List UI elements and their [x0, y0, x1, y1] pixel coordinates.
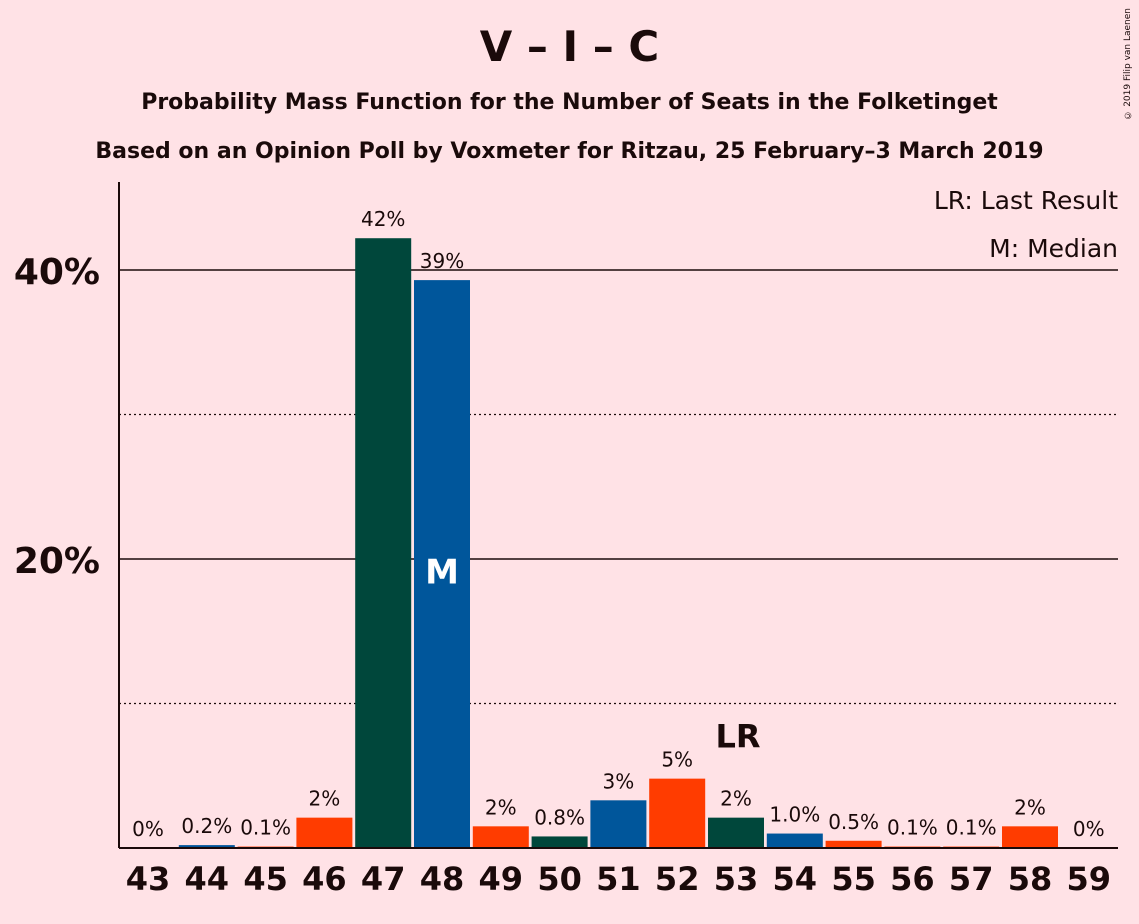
x-tick-label: 45 [243, 860, 288, 898]
x-tick-label: 51 [596, 860, 641, 898]
bar-seat-52 [649, 778, 706, 848]
x-tick-label: 44 [185, 860, 230, 898]
bar-value-label: 2% [720, 787, 752, 811]
x-tick-label: 59 [1067, 860, 1112, 898]
legend-median: M: Median [989, 234, 1118, 263]
last-result-marker: LR [715, 718, 760, 756]
y-tick-label: 20% [14, 541, 100, 582]
bar-value-label: 0.1% [946, 816, 997, 840]
x-tick-label: 46 [302, 860, 347, 898]
bar-value-label: 3% [603, 769, 635, 793]
bar-value-label: 2% [309, 787, 341, 811]
x-tick-label: 56 [890, 860, 935, 898]
x-tick-label: 48 [420, 860, 465, 898]
chart-subtitle-poll: Based on an Opinion Poll by Voxmeter for… [95, 139, 1044, 164]
legend-last-result: LR: Last Result [934, 186, 1118, 215]
chart-subtitle: Probability Mass Function for the Number… [141, 90, 998, 115]
x-tick-label: 57 [949, 860, 994, 898]
bar-value-label: 0.8% [534, 805, 585, 829]
bar-value-label: 0.2% [181, 814, 232, 838]
bar-seat-53 [708, 817, 764, 848]
bar-value-label: 5% [661, 748, 693, 772]
bar-value-label: 0.1% [240, 816, 291, 840]
bar-value-label: 1.0% [769, 803, 820, 827]
bar-value-label: 2% [1014, 795, 1046, 819]
chart-title: V – I – C [479, 22, 660, 71]
bar-seat-51 [590, 800, 647, 848]
x-tick-label: 47 [361, 860, 406, 898]
median-marker: M [425, 553, 459, 593]
x-tick-label: 50 [537, 860, 582, 898]
bar-seat-47 [355, 238, 412, 848]
bar-value-label: 42% [361, 207, 405, 231]
bar-value-label: 0% [132, 817, 164, 841]
bar-seat-48 [414, 280, 470, 848]
bar-seat-55 [825, 840, 882, 848]
x-tick-label: 43 [126, 860, 171, 898]
bar-value-label: 0.5% [828, 810, 879, 834]
x-tick-label: 52 [655, 860, 700, 898]
bar-value-label: 0% [1073, 817, 1105, 841]
bar-seat-46 [296, 817, 353, 848]
bar-value-label: 39% [420, 249, 464, 273]
x-tick-label: 53 [714, 860, 759, 898]
bar-seat-50 [531, 836, 588, 848]
bar-seat-58 [1002, 826, 1058, 848]
x-tick-label: 58 [1008, 860, 1053, 898]
bar-seat-44 [178, 845, 235, 848]
bar-seat-54 [766, 833, 823, 848]
bar-seat-49 [472, 826, 529, 848]
x-tick-label: 49 [479, 860, 524, 898]
y-tick-label: 40% [14, 252, 100, 293]
bar-value-label: 0.1% [887, 816, 938, 840]
bar-value-label: 2% [485, 795, 517, 819]
x-tick-label: 54 [773, 860, 818, 898]
x-tick-label: 55 [831, 860, 876, 898]
